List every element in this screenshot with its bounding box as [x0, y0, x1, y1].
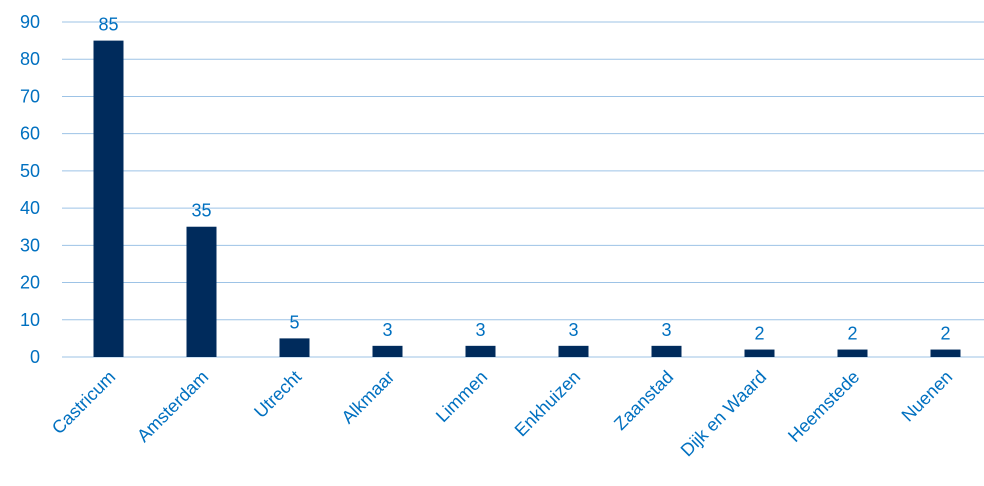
data-label: 3	[475, 320, 485, 340]
y-tick-label: 80	[20, 49, 40, 69]
data-label: 3	[568, 320, 578, 340]
y-tick-label: 50	[20, 161, 40, 181]
y-tick-label: 30	[20, 235, 40, 255]
data-labels: 85 35 5 3 3 3 3 2 2 2	[98, 15, 950, 344]
y-tick-label: 40	[20, 198, 40, 218]
x-axis-categories: Castricum Amsterdam Utrecht Alkmaar Limmen En…	[48, 367, 956, 461]
x-category-label: Utrecht	[250, 367, 305, 422]
y-tick-label: 60	[20, 124, 40, 144]
bar	[372, 345, 403, 357]
data-label: 2	[940, 324, 950, 344]
data-label: 5	[289, 312, 299, 332]
y-tick-label: 70	[20, 86, 40, 106]
bar	[744, 349, 775, 357]
x-category-label: Nuenen	[898, 367, 957, 426]
data-label: 2	[847, 324, 857, 344]
bar	[186, 226, 217, 357]
y-tick-label: 20	[20, 273, 40, 293]
bar	[558, 345, 589, 357]
bars	[93, 40, 961, 357]
x-category-label: Zaanstad	[610, 367, 677, 434]
data-label: 3	[382, 320, 392, 340]
bar	[279, 338, 310, 357]
x-category-label: Alkmaar	[338, 367, 399, 428]
x-category-label: Enkhuizen	[511, 367, 585, 441]
bar	[930, 349, 961, 357]
bar	[465, 345, 496, 357]
y-tick-label: 90	[20, 12, 40, 32]
y-axis-ticks: 0 10 20 30 40 50 60 70 80 90	[20, 12, 40, 367]
data-label: 35	[191, 201, 211, 221]
y-tick-label: 0	[30, 347, 40, 367]
y-tick-label: 10	[20, 310, 40, 330]
bar	[93, 40, 124, 357]
bar	[651, 345, 682, 357]
x-category-label: Heemstede	[784, 367, 863, 446]
data-label: 2	[754, 324, 764, 344]
data-label: 85	[98, 15, 118, 35]
bar	[837, 349, 868, 357]
x-category-label: Castricum	[48, 367, 119, 438]
x-category-label: Dijk en Waard	[677, 367, 771, 461]
data-label: 3	[661, 320, 671, 340]
x-category-label: Amsterdam	[133, 367, 212, 446]
x-category-label: Limmen	[432, 367, 491, 426]
